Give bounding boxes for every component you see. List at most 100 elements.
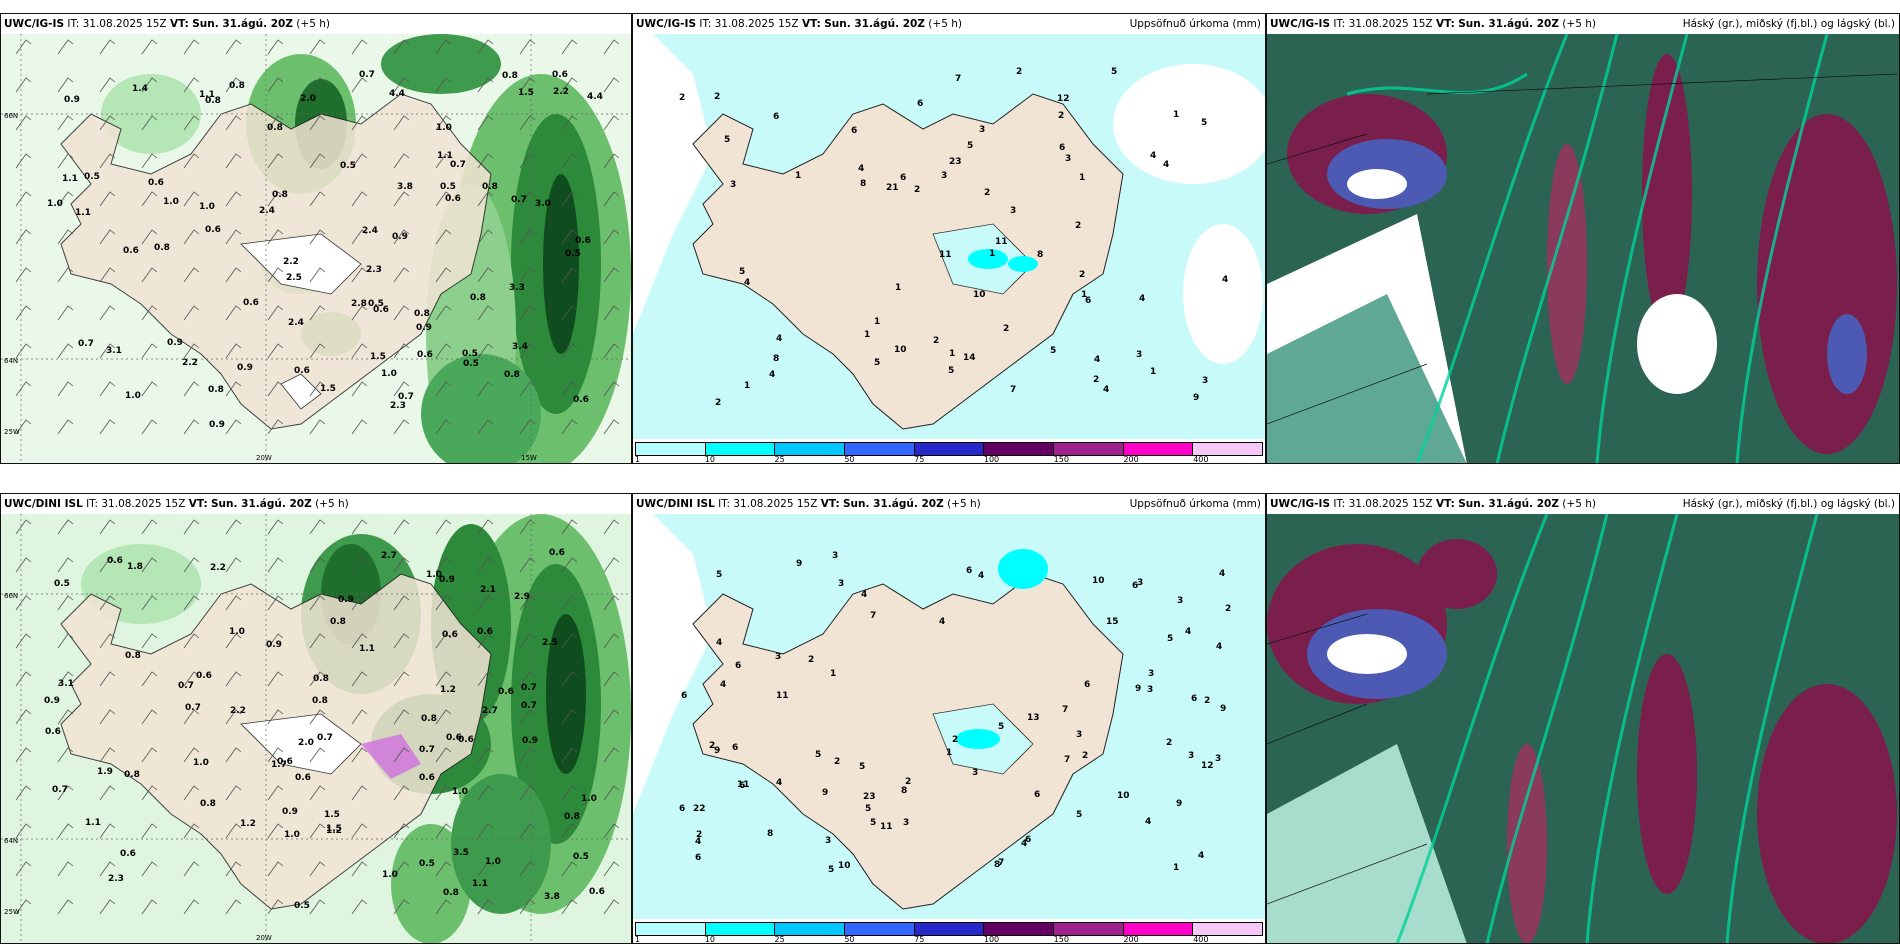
- precip-label: 5: [828, 865, 834, 875]
- wind-barb: [225, 519, 242, 535]
- precip-label: 2.4: [288, 318, 304, 328]
- wind-barb: [477, 77, 494, 93]
- precip-label: 0.8: [313, 674, 329, 684]
- wind-barb: [99, 343, 116, 359]
- model-name: UWC/IG-IS: [4, 18, 65, 30]
- precip-label: 0.6: [417, 350, 433, 360]
- wind-barb: [183, 519, 200, 535]
- precip-label: 4: [1021, 839, 1027, 849]
- precip-label: 1.5: [320, 384, 336, 394]
- wind-barb: [309, 861, 326, 877]
- model-name: UWC/IG-IS: [1270, 18, 1331, 30]
- wind-barb: [351, 595, 368, 611]
- wind-barb: [183, 671, 200, 687]
- precip-label: 0.8: [421, 714, 437, 724]
- wind-barb: [393, 671, 410, 687]
- precip-label: 1.5: [324, 810, 340, 820]
- precip-label: 10: [1092, 576, 1105, 586]
- wind-barb: [435, 39, 452, 55]
- wind-barb: [15, 419, 32, 435]
- wind-barb: [267, 381, 284, 397]
- wind-barb: [351, 343, 368, 359]
- wind-barb: [477, 343, 494, 359]
- wind-barb: [519, 153, 536, 169]
- precip-label: 15: [1106, 617, 1119, 627]
- precip-label: 0.6: [294, 366, 310, 376]
- wind-barb: [351, 77, 368, 93]
- wind-barb: [141, 899, 158, 915]
- precip-label: 5: [870, 818, 876, 828]
- wind-barb: [603, 419, 620, 435]
- precip-label: 3.5: [453, 848, 469, 858]
- wind-barb: [57, 77, 74, 93]
- wind-barb: [351, 229, 368, 245]
- precip-label: 0.6: [549, 548, 565, 558]
- precip-label: 7: [998, 858, 1004, 868]
- wind-barb: [57, 305, 74, 321]
- precip-label: 1: [874, 317, 880, 327]
- wind-barb: [435, 419, 452, 435]
- precip-label: 0.6: [458, 735, 474, 745]
- wind-barb: [477, 153, 494, 169]
- wind-barb: [183, 229, 200, 245]
- wind-barb: [99, 709, 116, 725]
- wind-barb: [435, 823, 452, 839]
- precip-label: 1: [744, 381, 750, 391]
- wind-barb: [561, 519, 578, 535]
- precip-label: 4: [1222, 275, 1228, 285]
- wind-barb: [141, 747, 158, 763]
- precip-label: 4: [1185, 627, 1191, 637]
- precip-label: 1.0: [193, 758, 209, 768]
- wind-barb: [519, 77, 536, 93]
- it-label: IT:: [67, 18, 80, 30]
- wind-barb: [225, 115, 242, 131]
- precip-label: 0.8: [208, 385, 224, 395]
- wind-barb: [225, 671, 242, 687]
- colorbar-swatch: [1123, 923, 1194, 935]
- wind-barb: [351, 671, 368, 687]
- wind-barb: [435, 153, 452, 169]
- precip-label: 2: [1082, 751, 1088, 761]
- precip-label: 6: [1132, 581, 1138, 591]
- precip-label: 2.2: [283, 257, 299, 267]
- wind-barb: [225, 595, 242, 611]
- precip-label: 0.7: [450, 160, 466, 170]
- iceland-land: [692, 93, 1124, 430]
- precip-label: 6: [1059, 143, 1065, 153]
- precip-label: 0.5: [84, 172, 100, 182]
- wind-barb: [435, 785, 452, 801]
- precip-label: 0.7: [52, 785, 68, 795]
- precip-value-labels: 2645321289622134213911333422554671292264…: [679, 551, 1231, 875]
- precip-label: 0.7: [419, 745, 435, 755]
- precip-label: 4: [1150, 151, 1156, 161]
- wind-barb: [519, 633, 536, 649]
- precip-label: 2.8: [351, 299, 367, 309]
- precip-label: 7: [1062, 705, 1068, 715]
- precip-label: 2.3: [390, 401, 406, 411]
- precip-label: 3: [1177, 596, 1183, 606]
- wind-barb: [351, 557, 368, 573]
- colorbar-tick-label: 400: [1193, 455, 1209, 464]
- precip-label: 11: [939, 250, 952, 260]
- wind-barb: [393, 595, 410, 611]
- wind-barb: [477, 709, 494, 725]
- colorbar-tick-label: 50: [844, 935, 855, 944]
- wind-barb: [561, 633, 578, 649]
- precip-label: 5: [1111, 67, 1117, 77]
- precip-label: 0.6: [196, 671, 212, 681]
- wind-barb: [99, 785, 116, 801]
- wind-barb: [393, 77, 410, 93]
- wind-barb: [519, 381, 536, 397]
- precip-label: 0.8: [482, 182, 498, 192]
- precip-label: 2.2: [182, 358, 198, 368]
- precip-label: 4: [695, 837, 701, 847]
- precip-label: 1.1: [85, 818, 101, 828]
- wind-barb: [225, 77, 242, 93]
- wind-barb: [183, 39, 200, 55]
- wind-barb: [57, 153, 74, 169]
- precip-label: 5: [948, 366, 954, 376]
- precip-label: 1.1: [75, 208, 91, 218]
- colorbar-swatch: [775, 923, 846, 935]
- wind-barb: [183, 381, 200, 397]
